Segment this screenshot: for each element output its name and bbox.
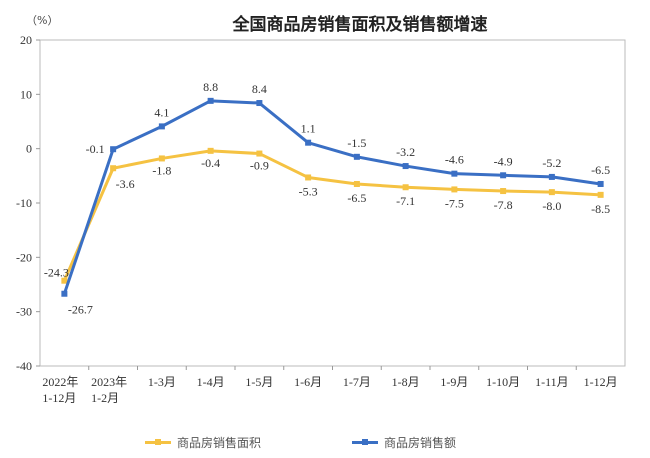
- data-label: -0.4: [201, 156, 220, 170]
- y-tick-label: 0: [26, 142, 32, 156]
- data-point: [256, 150, 263, 157]
- legend-swatch-sales: [352, 439, 378, 445]
- data-point: [597, 180, 604, 187]
- data-label: -24.3: [44, 266, 69, 280]
- data-point: [353, 180, 360, 187]
- data-label: -0.1: [86, 142, 105, 156]
- plot-frame: [39, 39, 626, 367]
- series-line-1: [62, 99, 601, 295]
- y-tick-label: -30: [16, 305, 32, 319]
- data-label: -4.6: [445, 153, 464, 167]
- data-point: [548, 189, 555, 196]
- data-point: [353, 153, 360, 160]
- x-tick-label: 2022年: [42, 375, 78, 389]
- y-tick-label: -40: [16, 359, 32, 373]
- data-point: [158, 155, 165, 162]
- data-label: 4.1: [154, 105, 169, 119]
- data-point: [110, 146, 117, 153]
- data-label: -7.1: [396, 194, 415, 208]
- data-label: -5.2: [542, 156, 561, 170]
- data-point: [402, 184, 409, 191]
- data-point: [402, 163, 409, 170]
- y-tick-label: -10: [16, 196, 32, 210]
- data-point: [451, 170, 458, 177]
- data-point: [500, 172, 507, 179]
- data-point: [451, 186, 458, 193]
- data-label: -3.6: [116, 177, 135, 191]
- x-tick-label: 1-5月: [245, 375, 273, 389]
- series-line-0: [62, 149, 601, 282]
- legend-label-area: 商品房销售面积: [177, 436, 262, 450]
- data-label: 8.4: [252, 82, 267, 96]
- data-point: [207, 147, 214, 154]
- x-tick-label: 1-12月: [42, 391, 76, 405]
- data-label: -1.8: [152, 163, 171, 177]
- data-label: -7.5: [445, 196, 464, 210]
- x-tick-label: 1-10月: [486, 375, 520, 389]
- x-tick-label: 1-4月: [197, 375, 225, 389]
- x-tick-label: 1-7月: [343, 375, 371, 389]
- data-label: -8.0: [542, 199, 561, 213]
- y-tick-label: -20: [16, 250, 32, 264]
- data-label: -1.5: [347, 136, 366, 150]
- data-point: [158, 123, 165, 130]
- data-point: [61, 290, 68, 297]
- data-label: -5.3: [299, 184, 318, 198]
- legend-label-sales: 商品房销售额: [384, 436, 457, 450]
- data-point: [61, 277, 68, 284]
- x-tick-label: 1-6月: [294, 375, 322, 389]
- legend-item-sales: 商品房销售额: [352, 434, 456, 451]
- x-tick-label: 1-2月: [91, 391, 119, 405]
- data-point: [207, 97, 214, 104]
- data-label: -3.2: [396, 145, 415, 159]
- data-point: [110, 165, 117, 172]
- data-point: [256, 100, 263, 107]
- legend-swatch-area: [145, 439, 171, 445]
- data-point: [305, 174, 312, 181]
- y-tick-label: 10: [20, 87, 32, 101]
- x-tick-label: 1-3月: [148, 375, 176, 389]
- x-tick-label: 1-9月: [440, 375, 468, 389]
- x-tick-label: 2023年: [91, 375, 127, 389]
- data-point: [305, 139, 312, 146]
- data-label: -6.5: [347, 191, 366, 205]
- data-label: -26.7: [68, 303, 93, 317]
- data-label: -6.5: [591, 163, 610, 177]
- data-label: 8.8: [203, 80, 218, 94]
- data-label: -7.8: [494, 198, 513, 212]
- data-point: [597, 191, 604, 198]
- data-label: -0.9: [250, 159, 269, 173]
- legend-item-area: 商品房销售面积: [145, 434, 261, 451]
- x-tick-label: 1-12月: [584, 375, 618, 389]
- x-tick-label: 1-8月: [392, 375, 420, 389]
- data-point: [500, 188, 507, 195]
- data-label: 1.1: [301, 122, 316, 136]
- data-label: -4.9: [494, 154, 513, 168]
- chart-title: 全国商品房销售面积及销售额增速: [232, 15, 488, 35]
- data-point: [548, 173, 555, 180]
- data-label: -8.5: [591, 202, 610, 216]
- y-axis-unit: （%）: [26, 14, 59, 27]
- y-tick-label: 20: [20, 33, 32, 47]
- x-tick-label: 1-11月: [535, 375, 569, 389]
